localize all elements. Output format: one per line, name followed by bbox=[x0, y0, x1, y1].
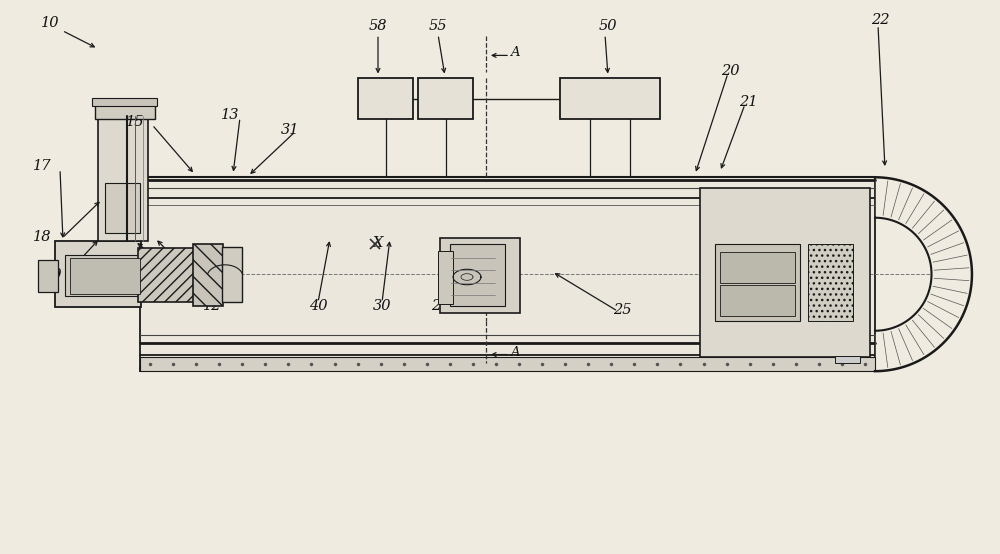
Bar bbox=[140, 177, 875, 371]
Bar bbox=[92, 98, 157, 106]
Bar bbox=[700, 188, 870, 357]
Text: A: A bbox=[510, 46, 520, 59]
Bar bbox=[450, 244, 505, 306]
Text: 18: 18 bbox=[33, 229, 51, 244]
Text: 16: 16 bbox=[186, 272, 204, 286]
Bar bbox=[418, 78, 473, 119]
Text: 31: 31 bbox=[281, 123, 299, 137]
Text: 25: 25 bbox=[613, 303, 631, 317]
Text: 20: 20 bbox=[721, 64, 739, 78]
Bar bbox=[138, 248, 196, 302]
Bar bbox=[808, 244, 853, 321]
Text: X: X bbox=[373, 235, 383, 250]
Text: 22: 22 bbox=[871, 13, 889, 28]
Bar bbox=[105, 183, 140, 233]
Text: 40: 40 bbox=[309, 299, 327, 314]
Text: 19: 19 bbox=[44, 268, 62, 282]
Text: 26: 26 bbox=[431, 299, 449, 314]
Bar bbox=[720, 252, 795, 283]
Bar bbox=[440, 238, 520, 313]
Bar bbox=[222, 247, 242, 302]
Bar bbox=[835, 356, 860, 363]
Text: 17: 17 bbox=[33, 159, 51, 173]
Bar bbox=[140, 357, 875, 371]
Text: 13: 13 bbox=[221, 108, 239, 122]
Bar bbox=[193, 244, 223, 306]
Text: 15: 15 bbox=[126, 115, 144, 129]
Bar bbox=[560, 78, 660, 119]
Text: A: A bbox=[510, 346, 520, 359]
Bar bbox=[65, 255, 145, 296]
Text: 21: 21 bbox=[739, 95, 757, 109]
Bar bbox=[720, 285, 795, 316]
Bar bbox=[715, 244, 800, 321]
Bar bbox=[70, 258, 140, 294]
Bar bbox=[38, 260, 58, 292]
Text: 58: 58 bbox=[369, 19, 387, 33]
Bar bbox=[358, 78, 413, 119]
Text: 10: 10 bbox=[41, 16, 59, 30]
Text: 12: 12 bbox=[203, 299, 221, 314]
Bar bbox=[55, 241, 141, 307]
Text: 50: 50 bbox=[599, 19, 617, 33]
Bar bbox=[98, 116, 148, 241]
Text: 30: 30 bbox=[373, 299, 391, 314]
Text: 55: 55 bbox=[429, 19, 447, 33]
Bar bbox=[95, 105, 155, 119]
Bar bbox=[438, 251, 453, 304]
